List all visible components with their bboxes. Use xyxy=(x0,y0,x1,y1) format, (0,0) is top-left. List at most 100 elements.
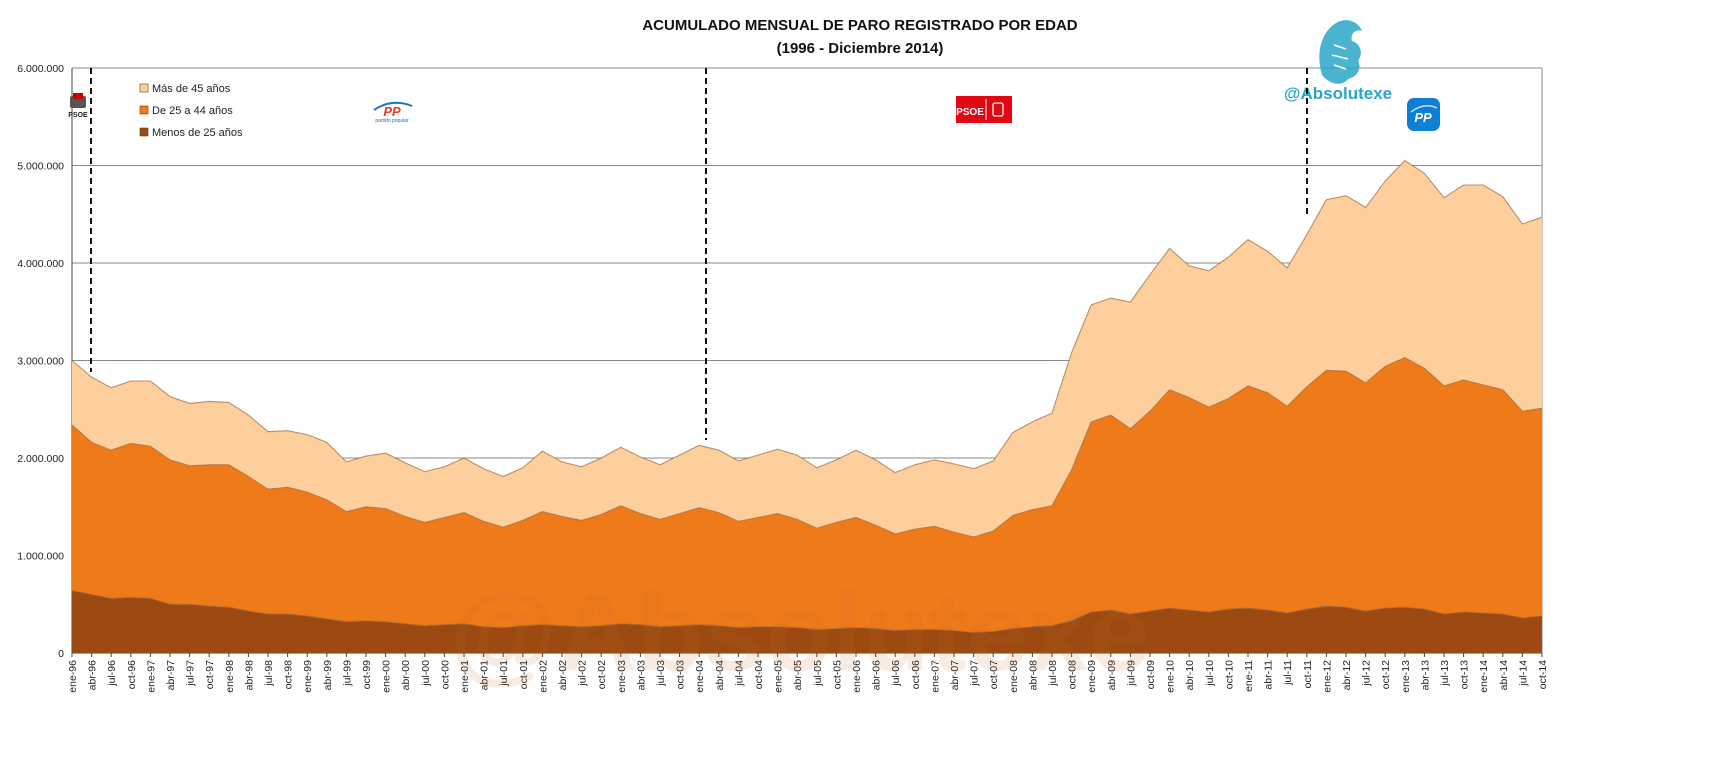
series-top-line xyxy=(71,356,1543,538)
x-tick-label: jul-98 xyxy=(263,660,275,687)
x-tick-label: ene-03 xyxy=(616,660,628,693)
psoe-logo-icon: PSOE xyxy=(68,93,88,119)
x-tick-label: oct-96 xyxy=(126,660,138,689)
x-tick-label: oct-03 xyxy=(675,660,687,689)
x-tick-label: oct-05 xyxy=(831,660,843,689)
x-tick-label: abr-05 xyxy=(792,660,804,691)
x-tick-label: ene-05 xyxy=(773,660,785,693)
y-axis: 0 1.000.000 2.000.000 3.000.000 4.000.000 5.0… xyxy=(17,63,1543,660)
x-tick-label: abr-13 xyxy=(1419,660,1431,691)
x-tick-label: ene-00 xyxy=(381,660,393,693)
x-tick-label: ene-13 xyxy=(1400,660,1412,693)
x-tick-label: jul-00 xyxy=(420,660,432,687)
series-top-line xyxy=(71,159,1543,478)
x-tick-label: oct-10 xyxy=(1223,660,1235,689)
x-tick-label: ene-07 xyxy=(929,660,941,693)
x-tick-label: jul-08 xyxy=(1047,660,1059,687)
y-tick-label: 5.000.000 xyxy=(17,161,64,173)
x-tick-label: abr-08 xyxy=(1027,660,1039,691)
griffin-icon xyxy=(1319,20,1362,84)
x-tick-label: abr-97 xyxy=(165,660,177,691)
author-handle: @Absolutexe xyxy=(1284,84,1392,103)
x-tick-label: jul-11 xyxy=(1282,660,1294,686)
x-tick-label: ene-99 xyxy=(302,660,314,693)
x-tick-label: jul-05 xyxy=(812,660,824,687)
x-tick-label: jul-13 xyxy=(1439,660,1451,687)
x-tick-label: ene-98 xyxy=(224,660,236,693)
x-tick-label: ene-11 xyxy=(1243,660,1255,692)
chart-title: ACUMULADO MENSUAL DE PARO REGISTRADO POR… xyxy=(642,17,1077,34)
pp-logo-icon: PP xyxy=(1407,98,1440,131)
x-tick-label: ene-10 xyxy=(1165,660,1177,693)
x-tick-label: ene-97 xyxy=(145,660,157,693)
x-tick-label: abr-01 xyxy=(479,660,491,691)
period-markers xyxy=(90,68,1308,440)
watermark-text: @Absolutexe xyxy=(450,571,1150,694)
x-tick-label: jul-09 xyxy=(1125,660,1137,687)
x-tick-label: jul-02 xyxy=(577,660,589,687)
x-tick-label: abr-07 xyxy=(949,660,961,691)
chart-subtitle: (1996 - Diciembre 2014) xyxy=(777,40,944,57)
legend: Más de 45 años De 25 a 44 años Menos de 25… xyxy=(139,83,243,139)
x-tick-label: oct-06 xyxy=(910,660,922,689)
series-top-line xyxy=(71,590,1543,634)
pp-logo-text: PP xyxy=(1414,110,1432,125)
legend-label: Menos de 25 años xyxy=(152,127,243,139)
legend-swatch xyxy=(139,127,149,137)
x-tick-label: abr-96 xyxy=(87,660,99,691)
x-tick-label: ene-06 xyxy=(851,660,863,693)
x-tick-label: abr-14 xyxy=(1498,660,1510,691)
pp-logo-subtext: partido popular xyxy=(375,118,409,124)
x-tick-label: abr-11 xyxy=(1263,660,1275,690)
legend-swatch xyxy=(139,105,149,115)
x-tick-label: jul-10 xyxy=(1204,660,1216,687)
x-tick-label: jul-12 xyxy=(1361,660,1373,687)
x-tick-label: ene-01 xyxy=(459,660,471,693)
x-tick-label: ene-04 xyxy=(694,660,706,693)
x-tick-label: jul-06 xyxy=(890,660,902,687)
x-axis: ene-96 abr-96 jul-96 oct-96 ene-97 abr-97 jul-… xyxy=(67,652,1549,693)
x-tick-label: jul-03 xyxy=(655,660,667,687)
psoe-logo-icon: PSOE xyxy=(956,96,1012,123)
y-tick-label: 1.000.000 xyxy=(17,551,64,563)
x-tick-label: oct-99 xyxy=(361,660,373,689)
x-tick-label: ene-12 xyxy=(1321,660,1333,693)
x-tick-label: jul-14 xyxy=(1517,660,1529,687)
x-tick-label: oct-02 xyxy=(596,660,608,689)
y-tick-label: 2.000.000 xyxy=(17,453,64,465)
x-tick-label: jul-96 xyxy=(106,660,118,687)
x-tick-label: ene-09 xyxy=(1086,660,1098,693)
x-tick-label: abr-99 xyxy=(322,660,334,691)
psoe-logo-text: PSOE xyxy=(956,107,984,118)
x-tick-label: jul-99 xyxy=(341,660,353,687)
x-tick-label: oct-00 xyxy=(439,660,451,689)
series-area-menos-de-25-anos xyxy=(72,590,1542,653)
x-tick-label: abr-06 xyxy=(871,660,883,691)
x-tick-label: ene-96 xyxy=(67,660,79,693)
x-tick-label: ene-08 xyxy=(1008,660,1020,693)
x-tick-label: ene-14 xyxy=(1478,660,1490,693)
y-tick-label: 0 xyxy=(58,648,64,660)
x-tick-label: jul-97 xyxy=(185,660,197,687)
x-tick-label: abr-12 xyxy=(1341,660,1353,691)
series-layer xyxy=(71,159,1543,653)
x-tick-label: ene-02 xyxy=(537,660,549,693)
x-tick-label: jul-04 xyxy=(733,660,745,687)
y-tick-label: 4.000.000 xyxy=(17,258,64,270)
x-tick-label: jul-01 xyxy=(498,660,510,687)
x-tick-label: abr-03 xyxy=(635,660,647,691)
legend-swatch xyxy=(139,83,149,93)
y-tick-label: 6.000.000 xyxy=(17,63,64,75)
x-tick-label: oct-13 xyxy=(1459,660,1471,689)
series-area-mas-de-45-anos xyxy=(72,160,1542,537)
x-tick-label: abr-04 xyxy=(714,660,726,691)
x-tick-label: jul-07 xyxy=(969,660,981,687)
y-tick-label: 3.000.000 xyxy=(17,356,64,368)
x-tick-label: oct-08 xyxy=(1067,660,1079,689)
legend-label: Más de 45 años xyxy=(152,83,231,95)
x-tick-label: abr-02 xyxy=(557,660,569,691)
